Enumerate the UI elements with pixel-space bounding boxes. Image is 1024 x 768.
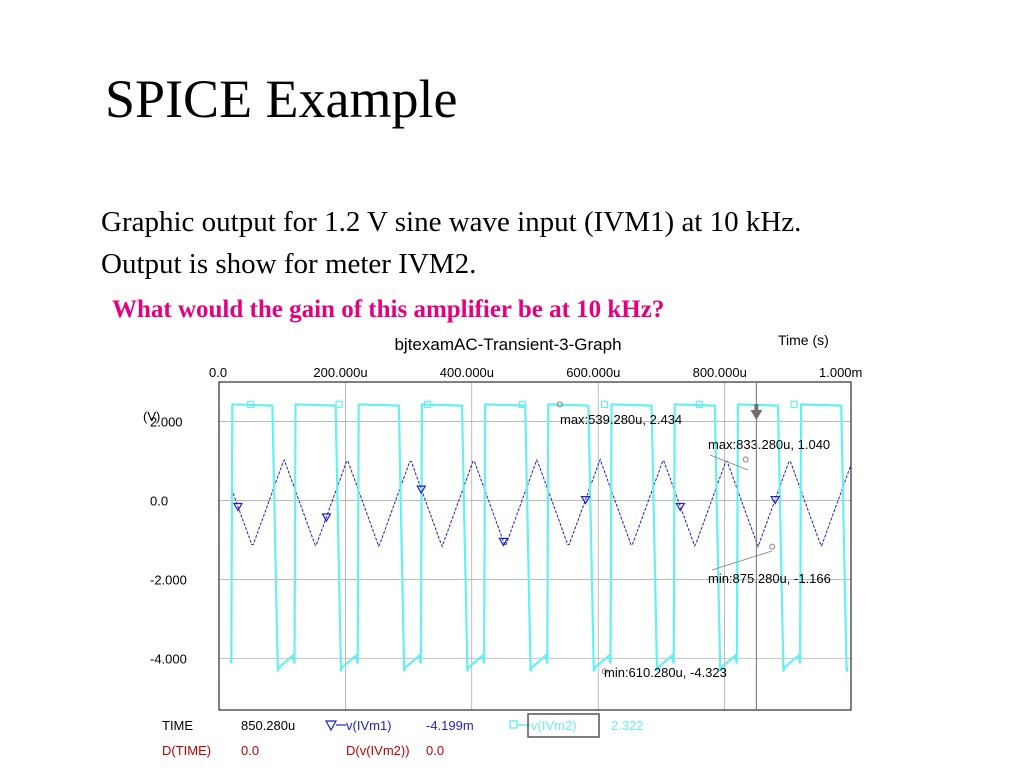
ivm1-point-marker	[675, 502, 686, 512]
ivm2-point-marker	[695, 400, 703, 408]
readout-ivm1-value: -4.199m	[426, 718, 474, 733]
annotation-label: max:539.280u, 2.434	[560, 412, 682, 427]
ivm1-point-marker	[498, 537, 509, 547]
cursor[interactable]	[750, 382, 763, 710]
readout-delta-value: 0.0	[426, 743, 444, 758]
annotation-point-marker	[601, 668, 608, 675]
readout-ivm2-value: 2.322	[611, 718, 644, 733]
readout-delta-label: D(v(IVm2))	[346, 743, 410, 758]
ivm1-point-marker	[416, 485, 427, 495]
slide-title: SPICE Example	[105, 69, 458, 129]
legend-ivm2: v(IVm2)	[531, 718, 577, 733]
ivm2-point-marker	[600, 400, 609, 408]
x-tick-label: 600.000u	[566, 365, 620, 380]
x-tick-labels: 0.0 200.000u 400.000u 600.000u 800.000u 1.000…	[209, 365, 862, 380]
description-line-2: Output is show for meter IVM2.	[101, 248, 477, 280]
ivm1-point-marker	[321, 513, 332, 523]
annotation-label: min:610.280u, -4.323	[604, 665, 727, 680]
readout-dtime-label: D(TIME)	[162, 743, 211, 758]
ivm2-point-marker	[247, 400, 255, 408]
x-tick-label: 800.000u	[693, 365, 747, 380]
x-tick-label: 200.000u	[313, 365, 367, 380]
ivm1-point-marker	[770, 495, 781, 505]
y-tick-label: -2.000	[150, 573, 187, 588]
cursor-arrow-icon[interactable]	[750, 404, 763, 420]
ivm2-point-marker	[518, 400, 526, 408]
readout-dtime-value: 0.0	[241, 743, 259, 758]
x-tick-label: 400.000u	[440, 365, 494, 380]
ivm2-point-marker	[423, 400, 432, 408]
readout-time-value: 850.280u	[241, 718, 295, 733]
ivm2-point-marker	[335, 400, 343, 408]
question-text: What would the gain of this amplifier be…	[112, 296, 665, 323]
ivm2-marker-icon	[509, 720, 518, 729]
chart-grid	[219, 382, 851, 710]
ivm2-point-marker	[790, 400, 798, 408]
x-tick-label: 0.0	[209, 365, 227, 380]
annotation-point-marker	[742, 456, 749, 463]
plot-area	[229, 400, 852, 672]
annotation-point-marker	[556, 401, 563, 408]
annotation-leader	[709, 454, 749, 471]
series-ivm1-line	[231, 458, 852, 549]
chart-title: bjtexamAC-Transient-3-Graph	[394, 335, 621, 354]
x-axis-label: Time (s)	[778, 332, 829, 348]
description-line-1: Graphic output for 1.2 V sine wave input…	[101, 206, 802, 238]
legend-ivm1: v(IVm1)	[346, 718, 392, 733]
y-axis-label: (V)	[143, 409, 160, 424]
annotation-point-marker	[769, 543, 776, 550]
y-tick-label: 0.0	[150, 494, 168, 509]
x-tick-label: 1.000m	[819, 365, 862, 380]
y-tick-label: -4.000	[150, 652, 187, 667]
series-ivm2-line	[229, 403, 849, 672]
ivm1-point-marker	[232, 502, 243, 512]
selected-trace-box[interactable]	[527, 713, 600, 738]
ivm1-point-marker	[580, 495, 591, 505]
ivm1-marker-icon	[324, 720, 338, 732]
cursor-readout: TIME 850.280u v(IVm1) -4.199m v(IVm2) 2.…	[162, 713, 644, 758]
readout-time-label: TIME	[162, 718, 193, 733]
y-tick-label: 2.000	[150, 415, 183, 430]
annotations: max:539.280u, 2.434 max:833.280u, 1.040 mi…	[556, 401, 831, 680]
annotation-leader	[711, 550, 773, 571]
annotation-label: max:833.280u, 1.040	[708, 437, 830, 452]
annotation-label: min:875.280u, -1.166	[708, 571, 831, 586]
plot-frame	[218, 381, 852, 711]
y-tick-labels: 2.000 0.0 -2.000 -4.000	[150, 415, 187, 667]
